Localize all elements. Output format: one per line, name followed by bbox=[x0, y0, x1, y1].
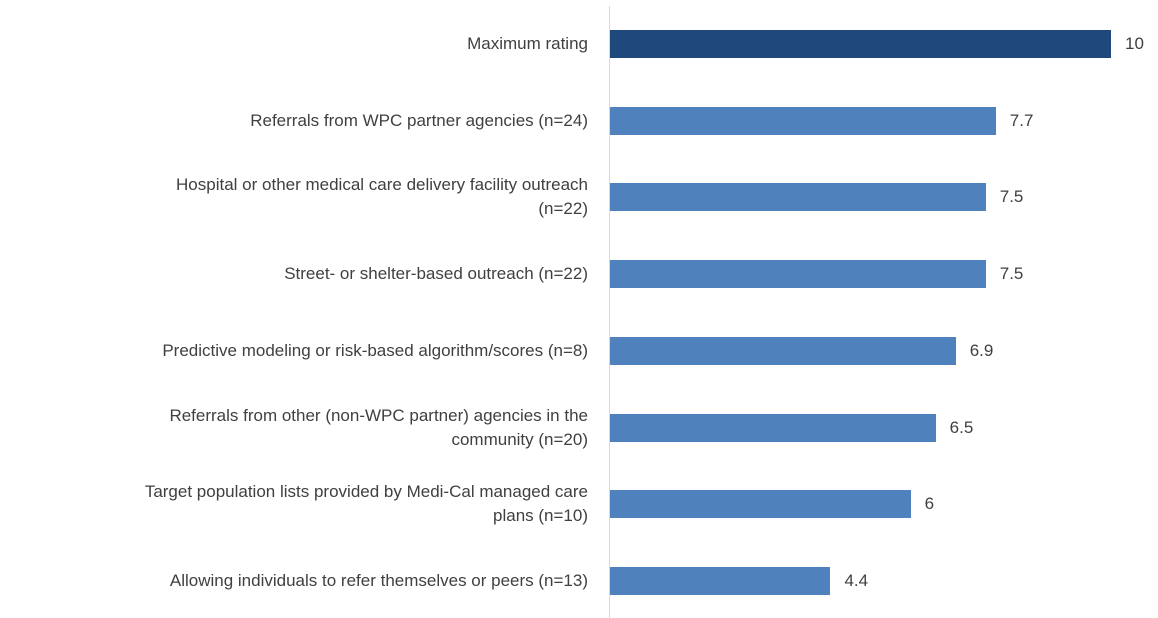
category-label: Hospital or other medical care delivery … bbox=[176, 175, 588, 219]
value-label: 6.5 bbox=[949, 417, 974, 437]
category-label: Target population lists provided by Medi… bbox=[144, 482, 588, 526]
bar bbox=[610, 490, 911, 519]
value-label: 4.4 bbox=[844, 570, 869, 590]
value-label: 7.7 bbox=[1009, 110, 1034, 130]
category-label: Predictive modeling or risk-based algori… bbox=[162, 340, 588, 360]
category-label: Referrals from other (non-WPC partner) a… bbox=[169, 405, 588, 449]
category-label: Referrals from WPC partner agencies (n=2… bbox=[250, 110, 588, 130]
category-label: Maximum rating bbox=[467, 34, 588, 53]
bar bbox=[610, 183, 986, 212]
bar bbox=[610, 413, 936, 442]
value-label: 7.5 bbox=[999, 187, 1024, 207]
value-label: 7.5 bbox=[999, 264, 1024, 284]
value-label: 6 bbox=[924, 494, 935, 514]
bar bbox=[610, 30, 1111, 58]
value-label: 6.9 bbox=[969, 340, 994, 360]
bar bbox=[610, 336, 956, 365]
category-label: Allowing individuals to refer themselves… bbox=[169, 570, 588, 590]
value-label: 10 bbox=[1125, 34, 1144, 53]
bar bbox=[610, 106, 996, 135]
bar bbox=[610, 566, 831, 595]
category-label: Street- or shelter-based outreach (n=22) bbox=[284, 264, 588, 284]
bar bbox=[610, 260, 986, 289]
axis-line bbox=[609, 6, 610, 618]
